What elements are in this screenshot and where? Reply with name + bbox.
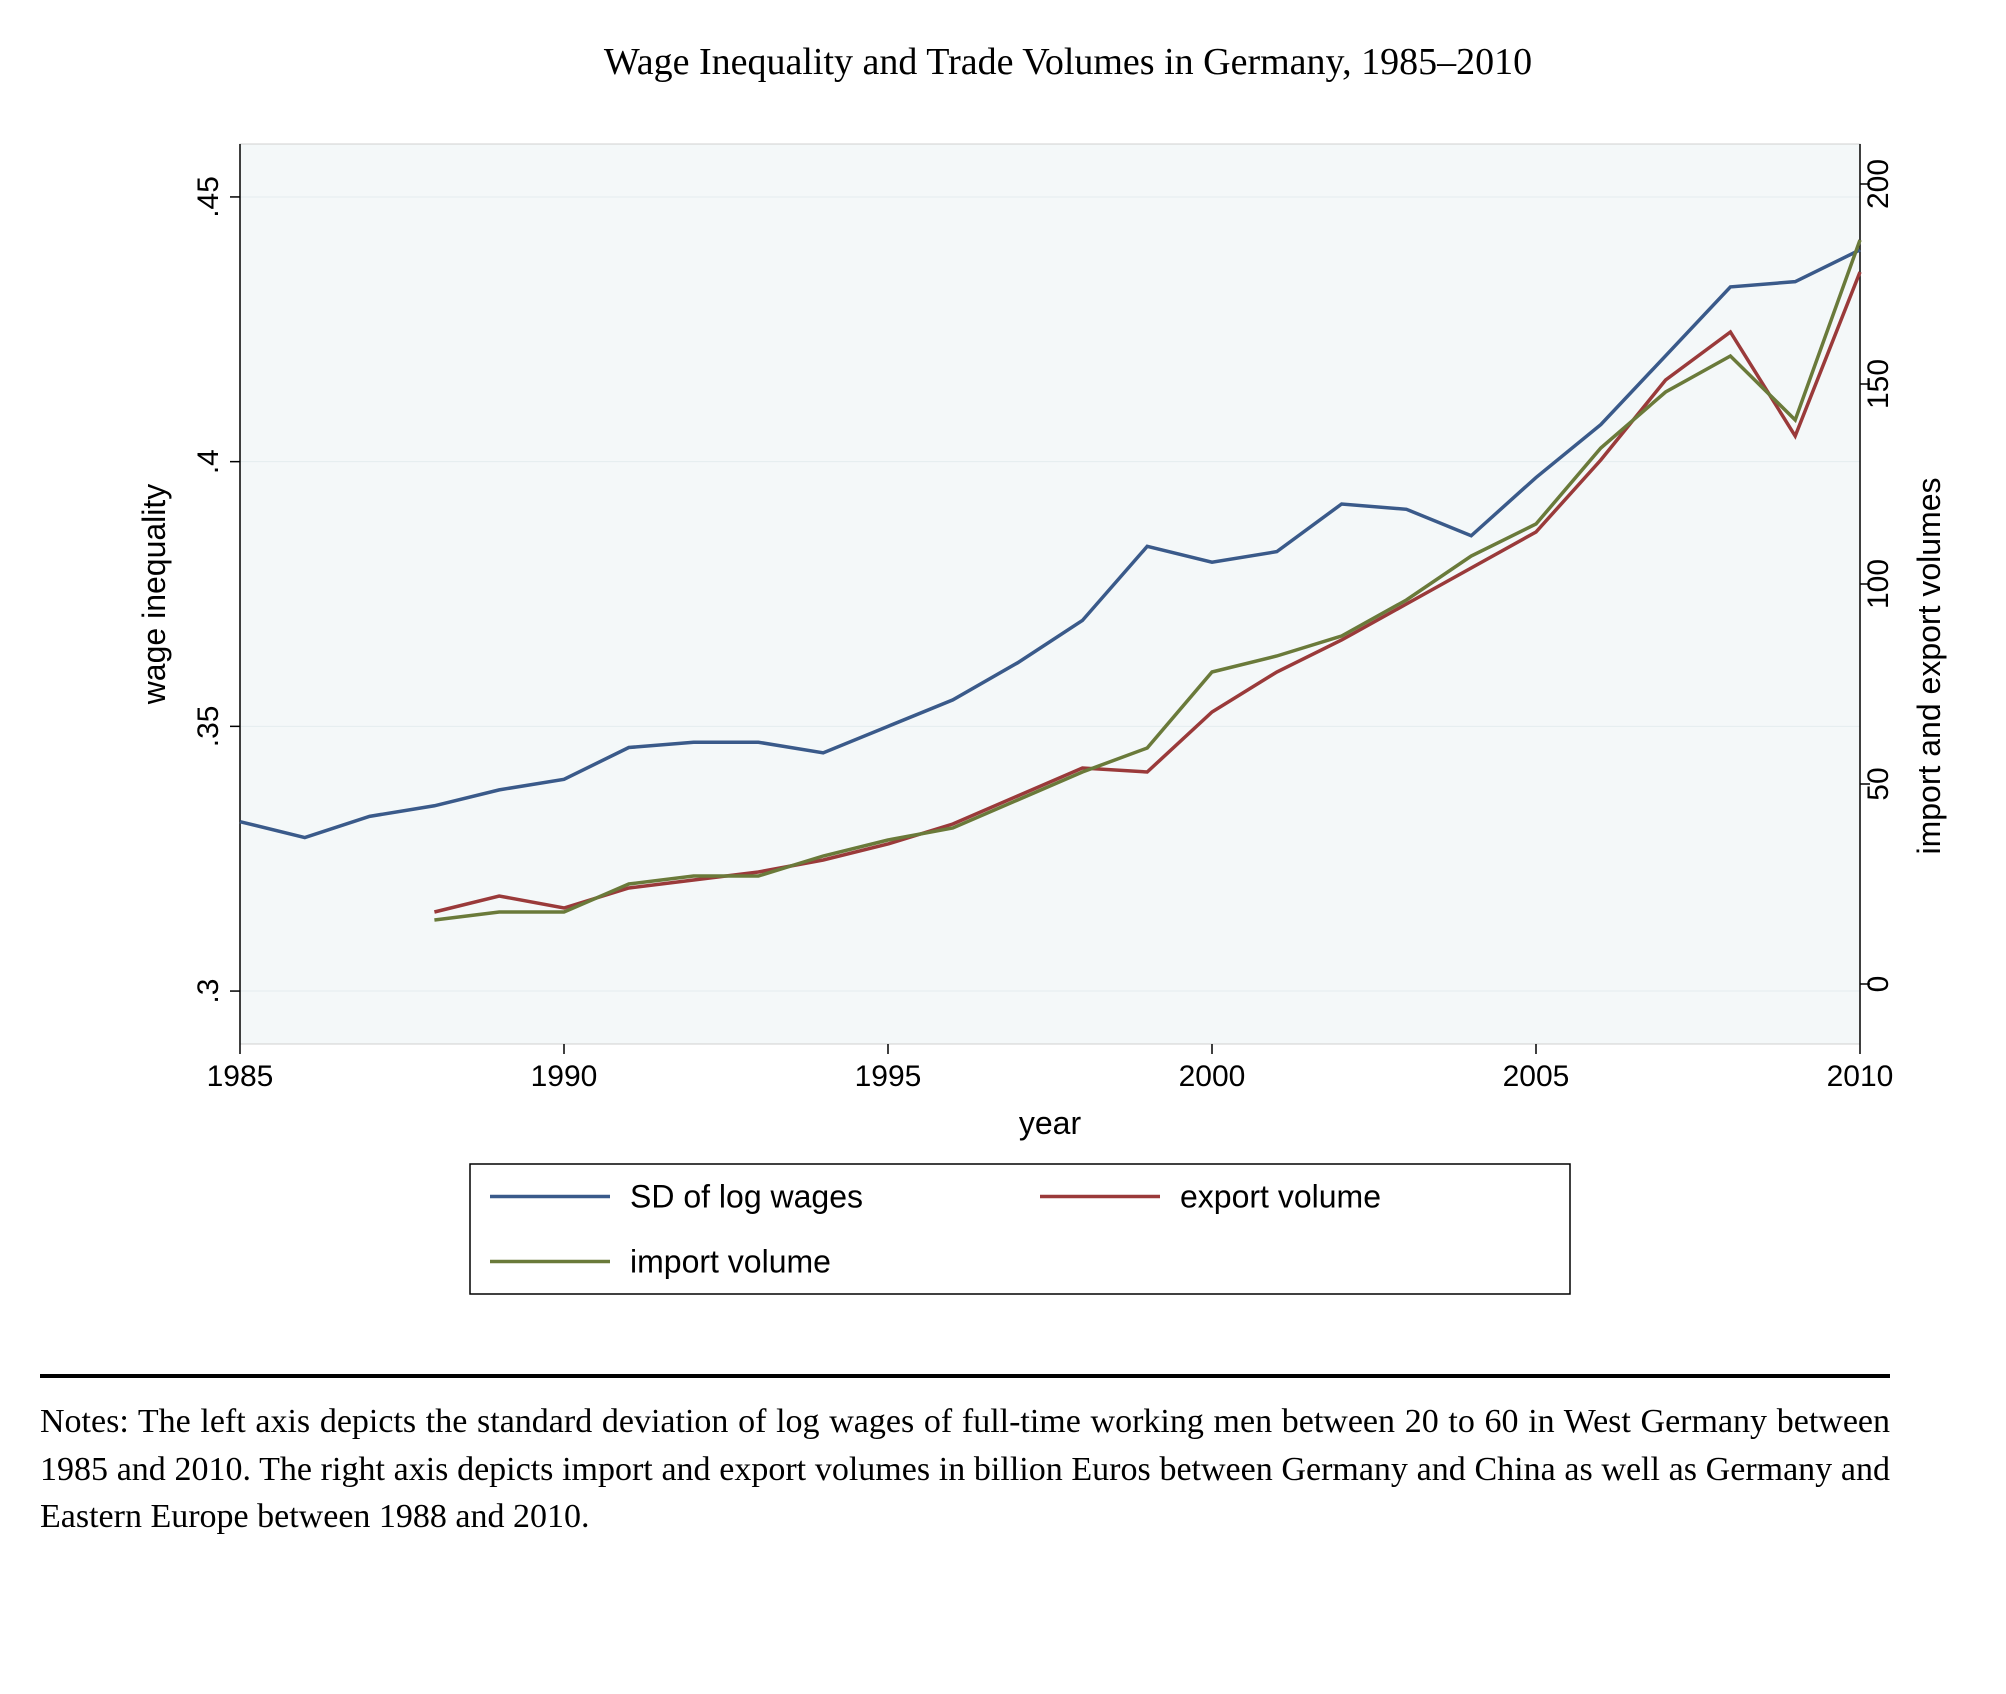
y-left-tick-label: .35 — [192, 705, 225, 747]
y-left-tick-label: .45 — [192, 176, 225, 218]
x-tick-label: 1990 — [531, 1060, 598, 1093]
y-right-tick-label: 200 — [1862, 159, 1895, 209]
line-chart: .3 .35 .4 .45 wage inequality 0 50 100 150 200 imp… — [40, 114, 1966, 1334]
x-tick-label: 2000 — [1179, 1060, 1246, 1093]
figure-container: Wage Inequality and Trade Volumes in Ger… — [40, 40, 1966, 1541]
plot-bg — [240, 144, 1860, 1044]
chart-wrap: .3 .35 .4 .45 wage inequality 0 50 100 150 200 imp… — [40, 114, 1966, 1334]
y-right-tick-label: 50 — [1862, 767, 1895, 800]
y-right-tick-label: 100 — [1862, 559, 1895, 609]
x-tick-label: 2010 — [1827, 1060, 1894, 1093]
x-tick-label: 1985 — [207, 1060, 274, 1093]
y-right-tick-label: 150 — [1862, 359, 1895, 409]
legend-label: export volume — [1180, 1179, 1381, 1215]
y-right-axis-label: import and export volumes — [1911, 477, 1947, 854]
legend-label: import volume — [630, 1244, 831, 1280]
y-left-tick-label: .3 — [192, 979, 225, 1004]
y-right-tick-label: 0 — [1862, 976, 1895, 993]
x-tick-label: 2005 — [1503, 1060, 1570, 1093]
chart-notes: Notes: The left axis depicts the standar… — [40, 1374, 1890, 1541]
x-tick-label: 1995 — [855, 1060, 922, 1093]
y-left-tick-label: .4 — [192, 449, 225, 474]
y-left-axis-label: wage inequality — [136, 484, 172, 706]
legend-label: SD of log wages — [630, 1179, 863, 1215]
x-axis-label: year — [1019, 1105, 1082, 1141]
chart-title: Wage Inequality and Trade Volumes in Ger… — [40, 40, 1966, 84]
